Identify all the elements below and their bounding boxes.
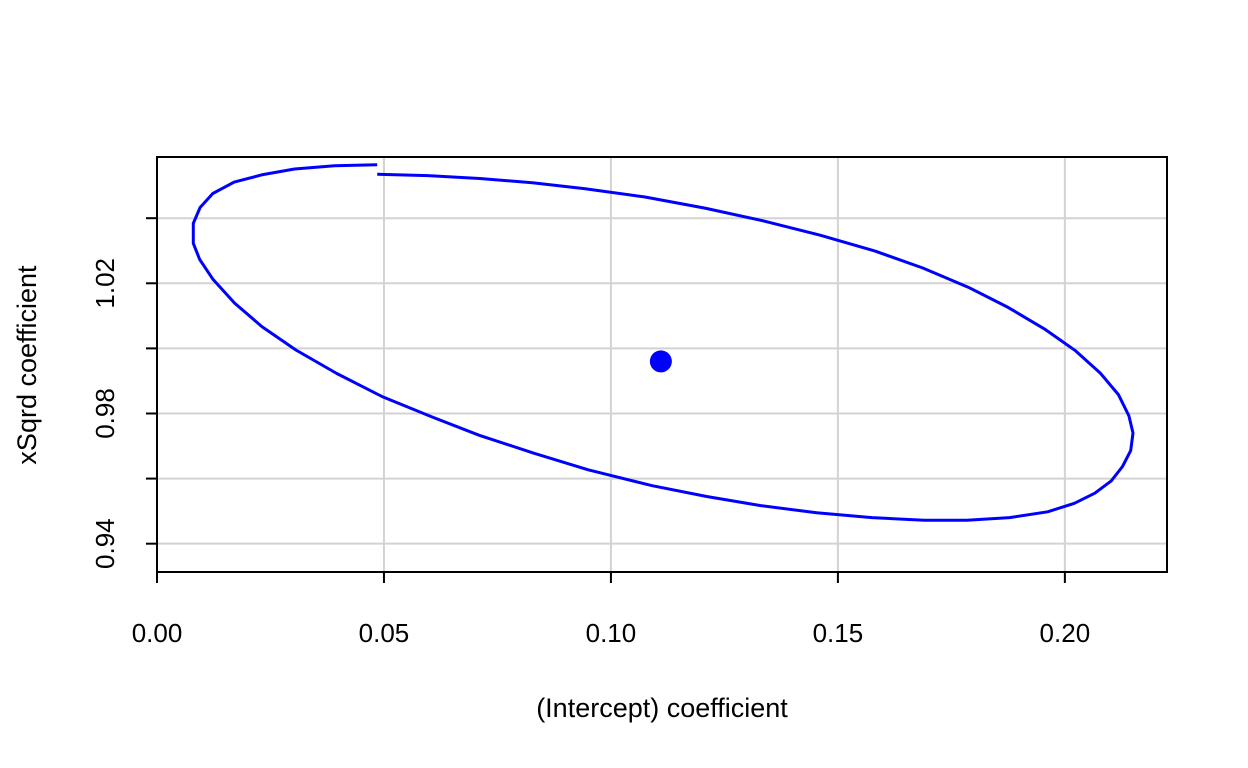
x-tick-label: 0.15 <box>813 618 864 648</box>
series <box>191 163 1135 522</box>
x-tick-label: 0.10 <box>586 618 637 648</box>
y-tick-label: 0.98 <box>90 388 120 439</box>
x-axis-title: (Intercept) coefficient <box>536 693 788 723</box>
y-tick-label: 1.02 <box>90 258 120 309</box>
x-tick-label: 0.05 <box>359 618 410 648</box>
center-point <box>649 350 672 373</box>
y-axis-title: xSqrd coefficient <box>12 265 42 465</box>
x-axis: 0.00 0.05 0.10 0.15 0.20 <box>132 571 1091 648</box>
grid-lines <box>156 157 1167 572</box>
x-tick-label: 0.00 <box>132 618 183 648</box>
y-tick-label: 0.94 <box>90 518 120 569</box>
x-tick-label: 0.20 <box>1040 618 1091 648</box>
y-axis: 0.94 0.98 1.02 <box>90 217 158 569</box>
confidence-ellipse <box>191 163 1135 522</box>
